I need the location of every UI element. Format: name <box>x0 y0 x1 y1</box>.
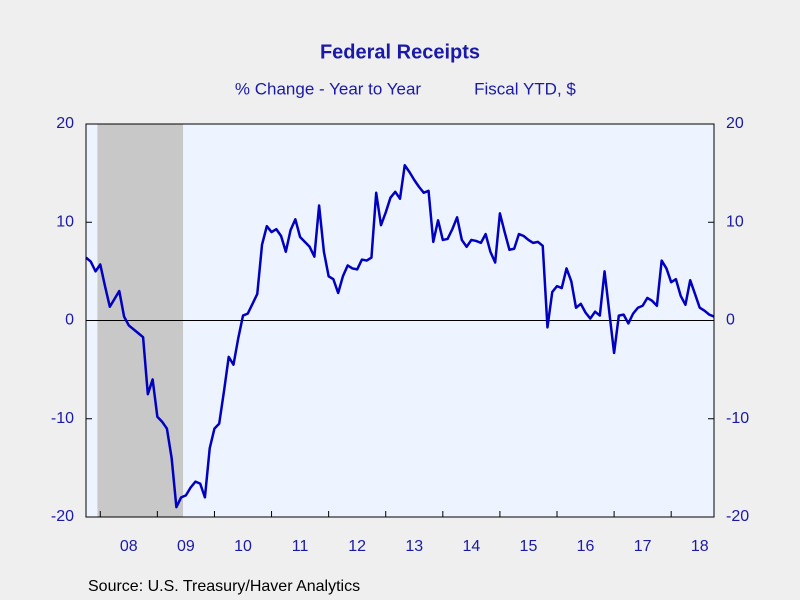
y2-tick-label: 10 <box>726 213 744 230</box>
y-tick-label: -20 <box>51 508 74 525</box>
subtitle: % Change - Year to Year <box>235 79 422 98</box>
x-tick-label: 08 <box>120 538 138 555</box>
chart-title: Federal Receipts <box>320 41 480 63</box>
y2-tick-label: -20 <box>726 508 749 525</box>
plot-frame <box>85 123 715 518</box>
x-tick-label: 10 <box>234 538 252 555</box>
y-tick-label: 20 <box>56 115 74 132</box>
y-tick-label: 0 <box>65 312 74 329</box>
subtitle: Fiscal YTD, $ <box>474 79 576 98</box>
x-tick-label: 18 <box>691 538 709 555</box>
data-line <box>85 164 715 509</box>
x-tick-label: 15 <box>520 538 538 555</box>
x-tick-label: 12 <box>348 538 366 555</box>
y-tick-label: -10 <box>51 410 74 427</box>
x-tick-label: 13 <box>405 538 423 555</box>
x-tick-label: 09 <box>177 538 195 555</box>
y2-tick-label: -10 <box>726 410 749 427</box>
x-tick-label: 14 <box>462 538 480 555</box>
y2-tick-label: 20 <box>726 115 744 132</box>
x-tick-label: 11 <box>292 538 309 555</box>
x-tick-label: 17 <box>634 538 652 555</box>
source-note: Source: U.S. Treasury/Haver Analytics <box>88 578 360 595</box>
y-tick-label: 10 <box>56 213 74 230</box>
x-tick-label: 16 <box>577 538 595 555</box>
y2-tick-label: 0 <box>726 312 735 329</box>
